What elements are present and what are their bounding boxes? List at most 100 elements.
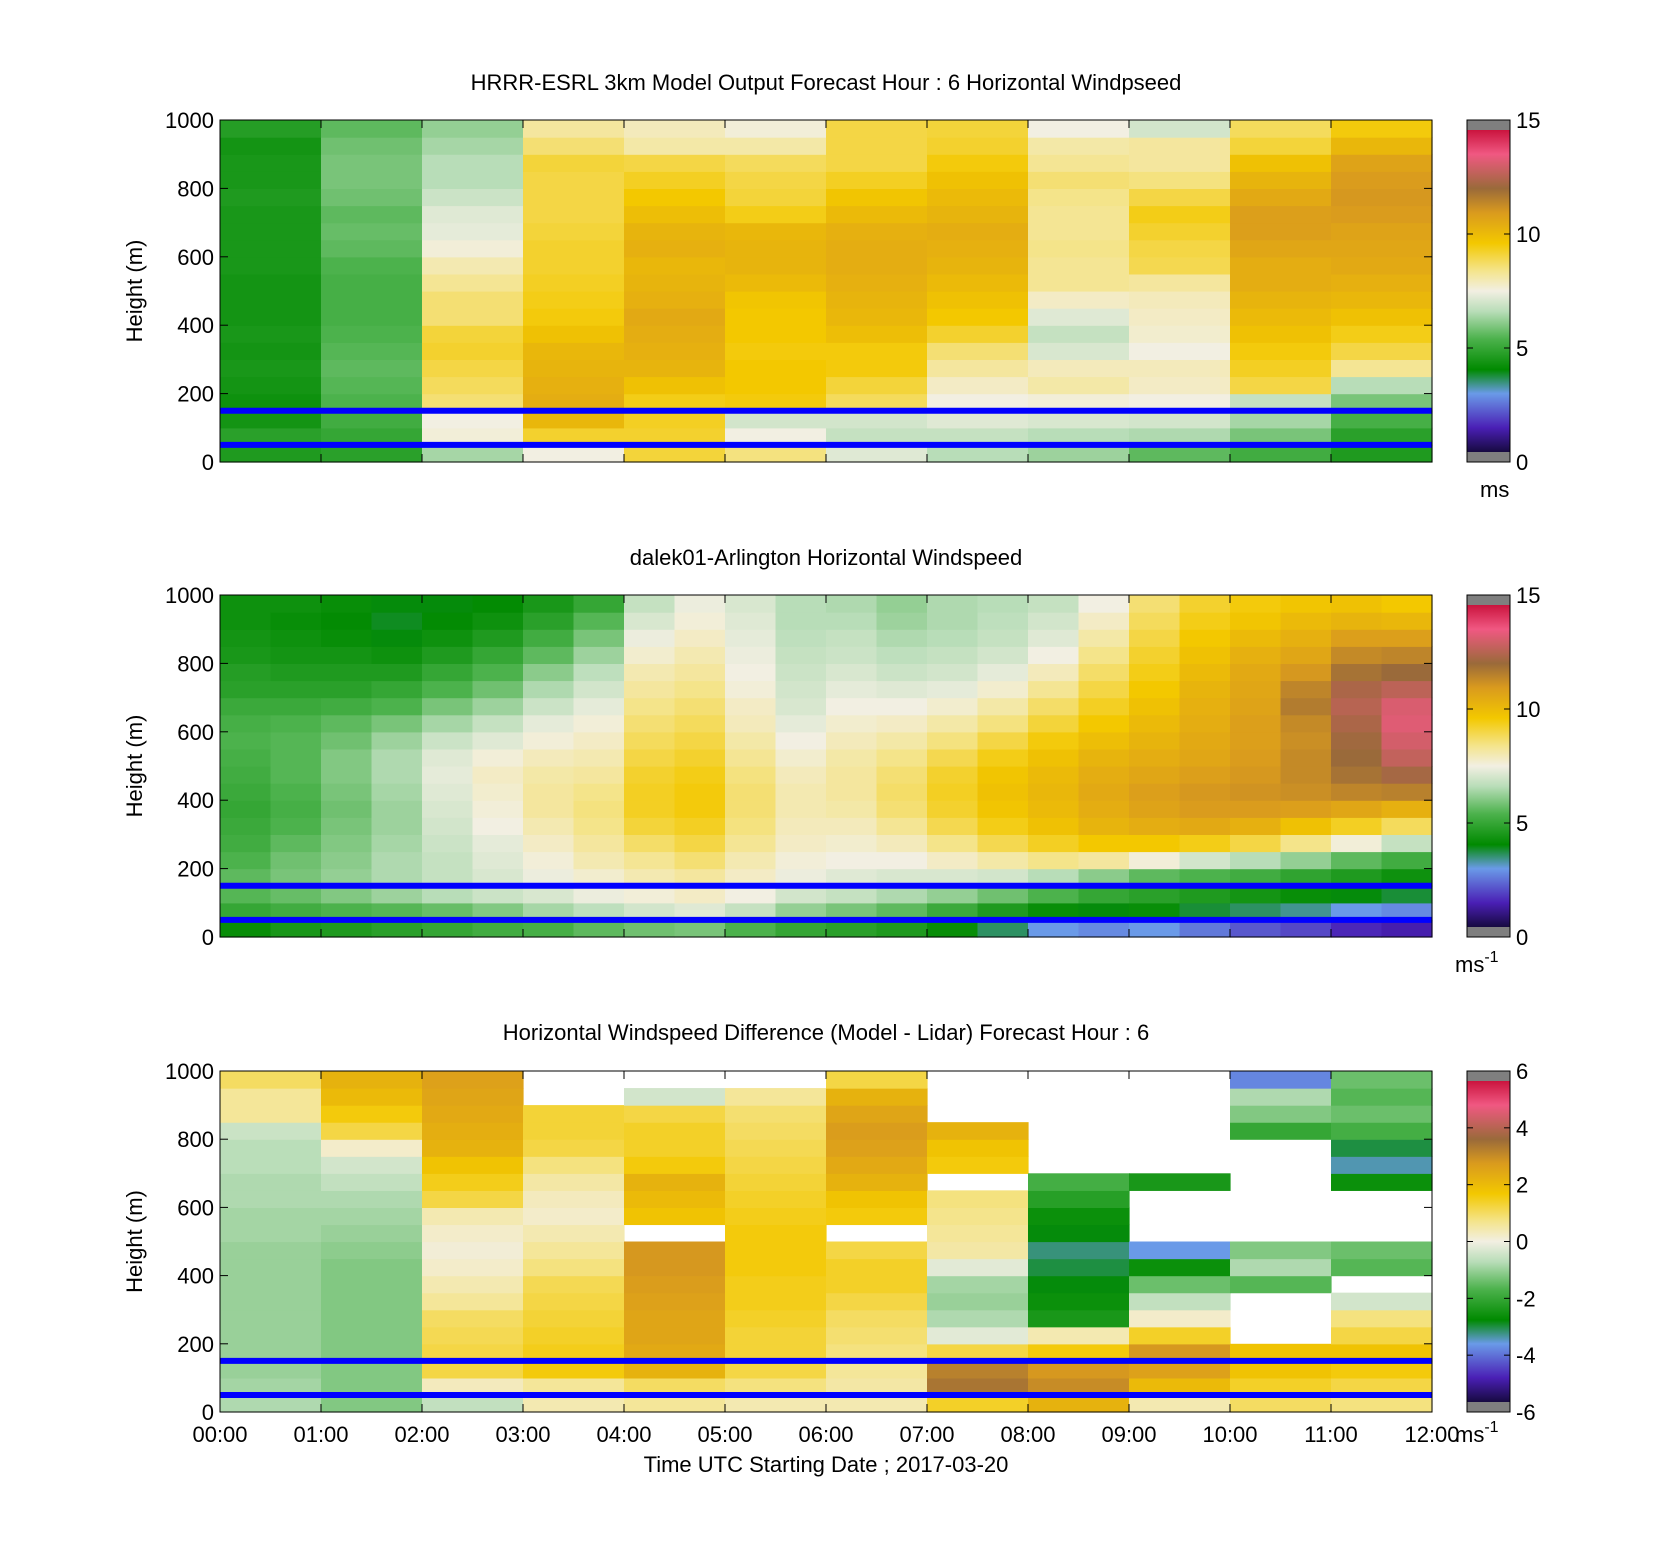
heatmap-cell (674, 885, 726, 904)
heatmap-cell (1331, 1394, 1433, 1413)
heatmap-cell (1230, 1343, 1332, 1362)
heatmap-cell (422, 1190, 524, 1208)
heatmap-cell (1280, 919, 1332, 938)
heatmap-cell (725, 868, 777, 887)
heatmap-cell (927, 325, 1029, 343)
heatmap-cell (876, 817, 928, 835)
heatmap-cell (1230, 612, 1282, 630)
heatmap-cell (1078, 612, 1130, 630)
heatmap-cell (1331, 834, 1383, 853)
heatmap-cell (1028, 766, 1080, 784)
heatmap-cell (927, 1224, 1029, 1243)
heatmap-cell (422, 1394, 524, 1413)
heatmap-cell (1381, 748, 1433, 767)
heatmap-cell (422, 868, 474, 887)
heatmap-cell (826, 410, 928, 429)
heatmap-cell (927, 171, 1029, 189)
heatmap-cell (826, 885, 878, 904)
heatmap-cell (1078, 885, 1130, 904)
heatmap-cell (624, 1377, 726, 1396)
heatmap-cell (674, 868, 726, 887)
heatmap-cell (826, 1241, 928, 1260)
heatmap-cell (1179, 595, 1231, 613)
heatmap-cell (270, 714, 322, 733)
heatmap-cell (826, 154, 928, 172)
heatmap-cell (321, 1343, 423, 1362)
heatmap-cell (270, 629, 322, 647)
panel-3: Horizontal Windspeed Difference (Model -… (122, 1020, 1536, 1477)
heatmap-cell (523, 359, 625, 378)
heatmap-cell (321, 359, 423, 378)
heatmap-cell (725, 1275, 827, 1294)
heatmap-cell (624, 1190, 726, 1208)
heatmap-cell (1028, 444, 1130, 463)
heatmap-cell (1028, 1394, 1130, 1413)
heatmap-cell (321, 393, 423, 412)
heatmap-cell (1230, 1360, 1332, 1379)
heatmap-cell (220, 1156, 322, 1174)
heatmap-cell (725, 291, 827, 309)
heatmap-cell (1331, 1309, 1433, 1328)
heatmap-cell (1028, 748, 1080, 767)
heatmap-cell (1230, 595, 1282, 613)
heatmap-cell (927, 783, 979, 801)
heatmap-cell (1078, 902, 1130, 921)
heatmap-cell (220, 120, 322, 138)
heatmap-cell (1129, 1394, 1231, 1413)
heatmap-cell (1028, 868, 1080, 887)
heatmap-cell (876, 834, 928, 853)
heatmap-cell (927, 256, 1029, 275)
heatmap-cell (1331, 1343, 1433, 1362)
heatmap-cell (220, 154, 322, 172)
heatmap-cell (523, 612, 575, 630)
heatmap-cell (321, 748, 373, 767)
y-tick-label: 1000 (165, 1059, 214, 1084)
heatmap-cell (1280, 817, 1332, 835)
heatmap-cell (876, 783, 928, 801)
heatmap-cell (523, 1394, 625, 1413)
heatmap-cell (1028, 800, 1080, 818)
heatmap-cell (422, 308, 524, 326)
heatmap-cell (1028, 919, 1080, 938)
heatmap-cell (472, 919, 524, 938)
colorbar-unit-base: ms (1455, 1422, 1484, 1447)
heatmap-cell (624, 1292, 726, 1311)
heatmap-cell (1028, 1292, 1130, 1311)
heatmap-cell (927, 1190, 1029, 1208)
heatmap-cell (1028, 680, 1080, 699)
heatmap-cell (220, 308, 322, 326)
heatmap-cell (826, 205, 928, 224)
heatmap-cell (220, 1326, 322, 1345)
heatmap-cell (1230, 697, 1282, 716)
heatmap-cell (674, 834, 726, 853)
heatmap-cell (624, 239, 726, 258)
heatmap-cell (725, 800, 777, 818)
heatmap-cell (321, 222, 423, 241)
heatmap-cell (1129, 1360, 1231, 1379)
heatmap-cell (1028, 376, 1130, 395)
heatmap-cell (523, 291, 625, 309)
heatmap-cell (1078, 851, 1130, 870)
heatmap-cell (1331, 325, 1433, 343)
heatmap-cell (927, 885, 979, 904)
heatmap-cell (371, 612, 423, 630)
heatmap-cell (1230, 868, 1282, 887)
heatmap-cell (674, 629, 726, 647)
heatmap-cell (674, 783, 726, 801)
heatmap-cell (775, 680, 827, 699)
heatmap-cell (1230, 902, 1282, 921)
heatmap-cell (1280, 629, 1332, 647)
heatmap-cell (674, 800, 726, 818)
heatmap-cell (1230, 427, 1332, 446)
colorbar-tick-label: 0 (1516, 450, 1528, 475)
heatmap-cell (927, 800, 979, 818)
heatmap-cell (422, 1173, 524, 1191)
heatmap-cell (371, 697, 423, 716)
heatmap-cell (725, 714, 777, 733)
heatmap-cell (826, 868, 878, 887)
panel-title: HRRR-ESRL 3km Model Output Forecast Hour… (471, 70, 1182, 95)
heatmap-cell (220, 1377, 322, 1396)
heatmap-cell (422, 851, 474, 870)
heatmap-cell (1230, 1394, 1332, 1413)
heatmap-cell (1381, 817, 1433, 835)
